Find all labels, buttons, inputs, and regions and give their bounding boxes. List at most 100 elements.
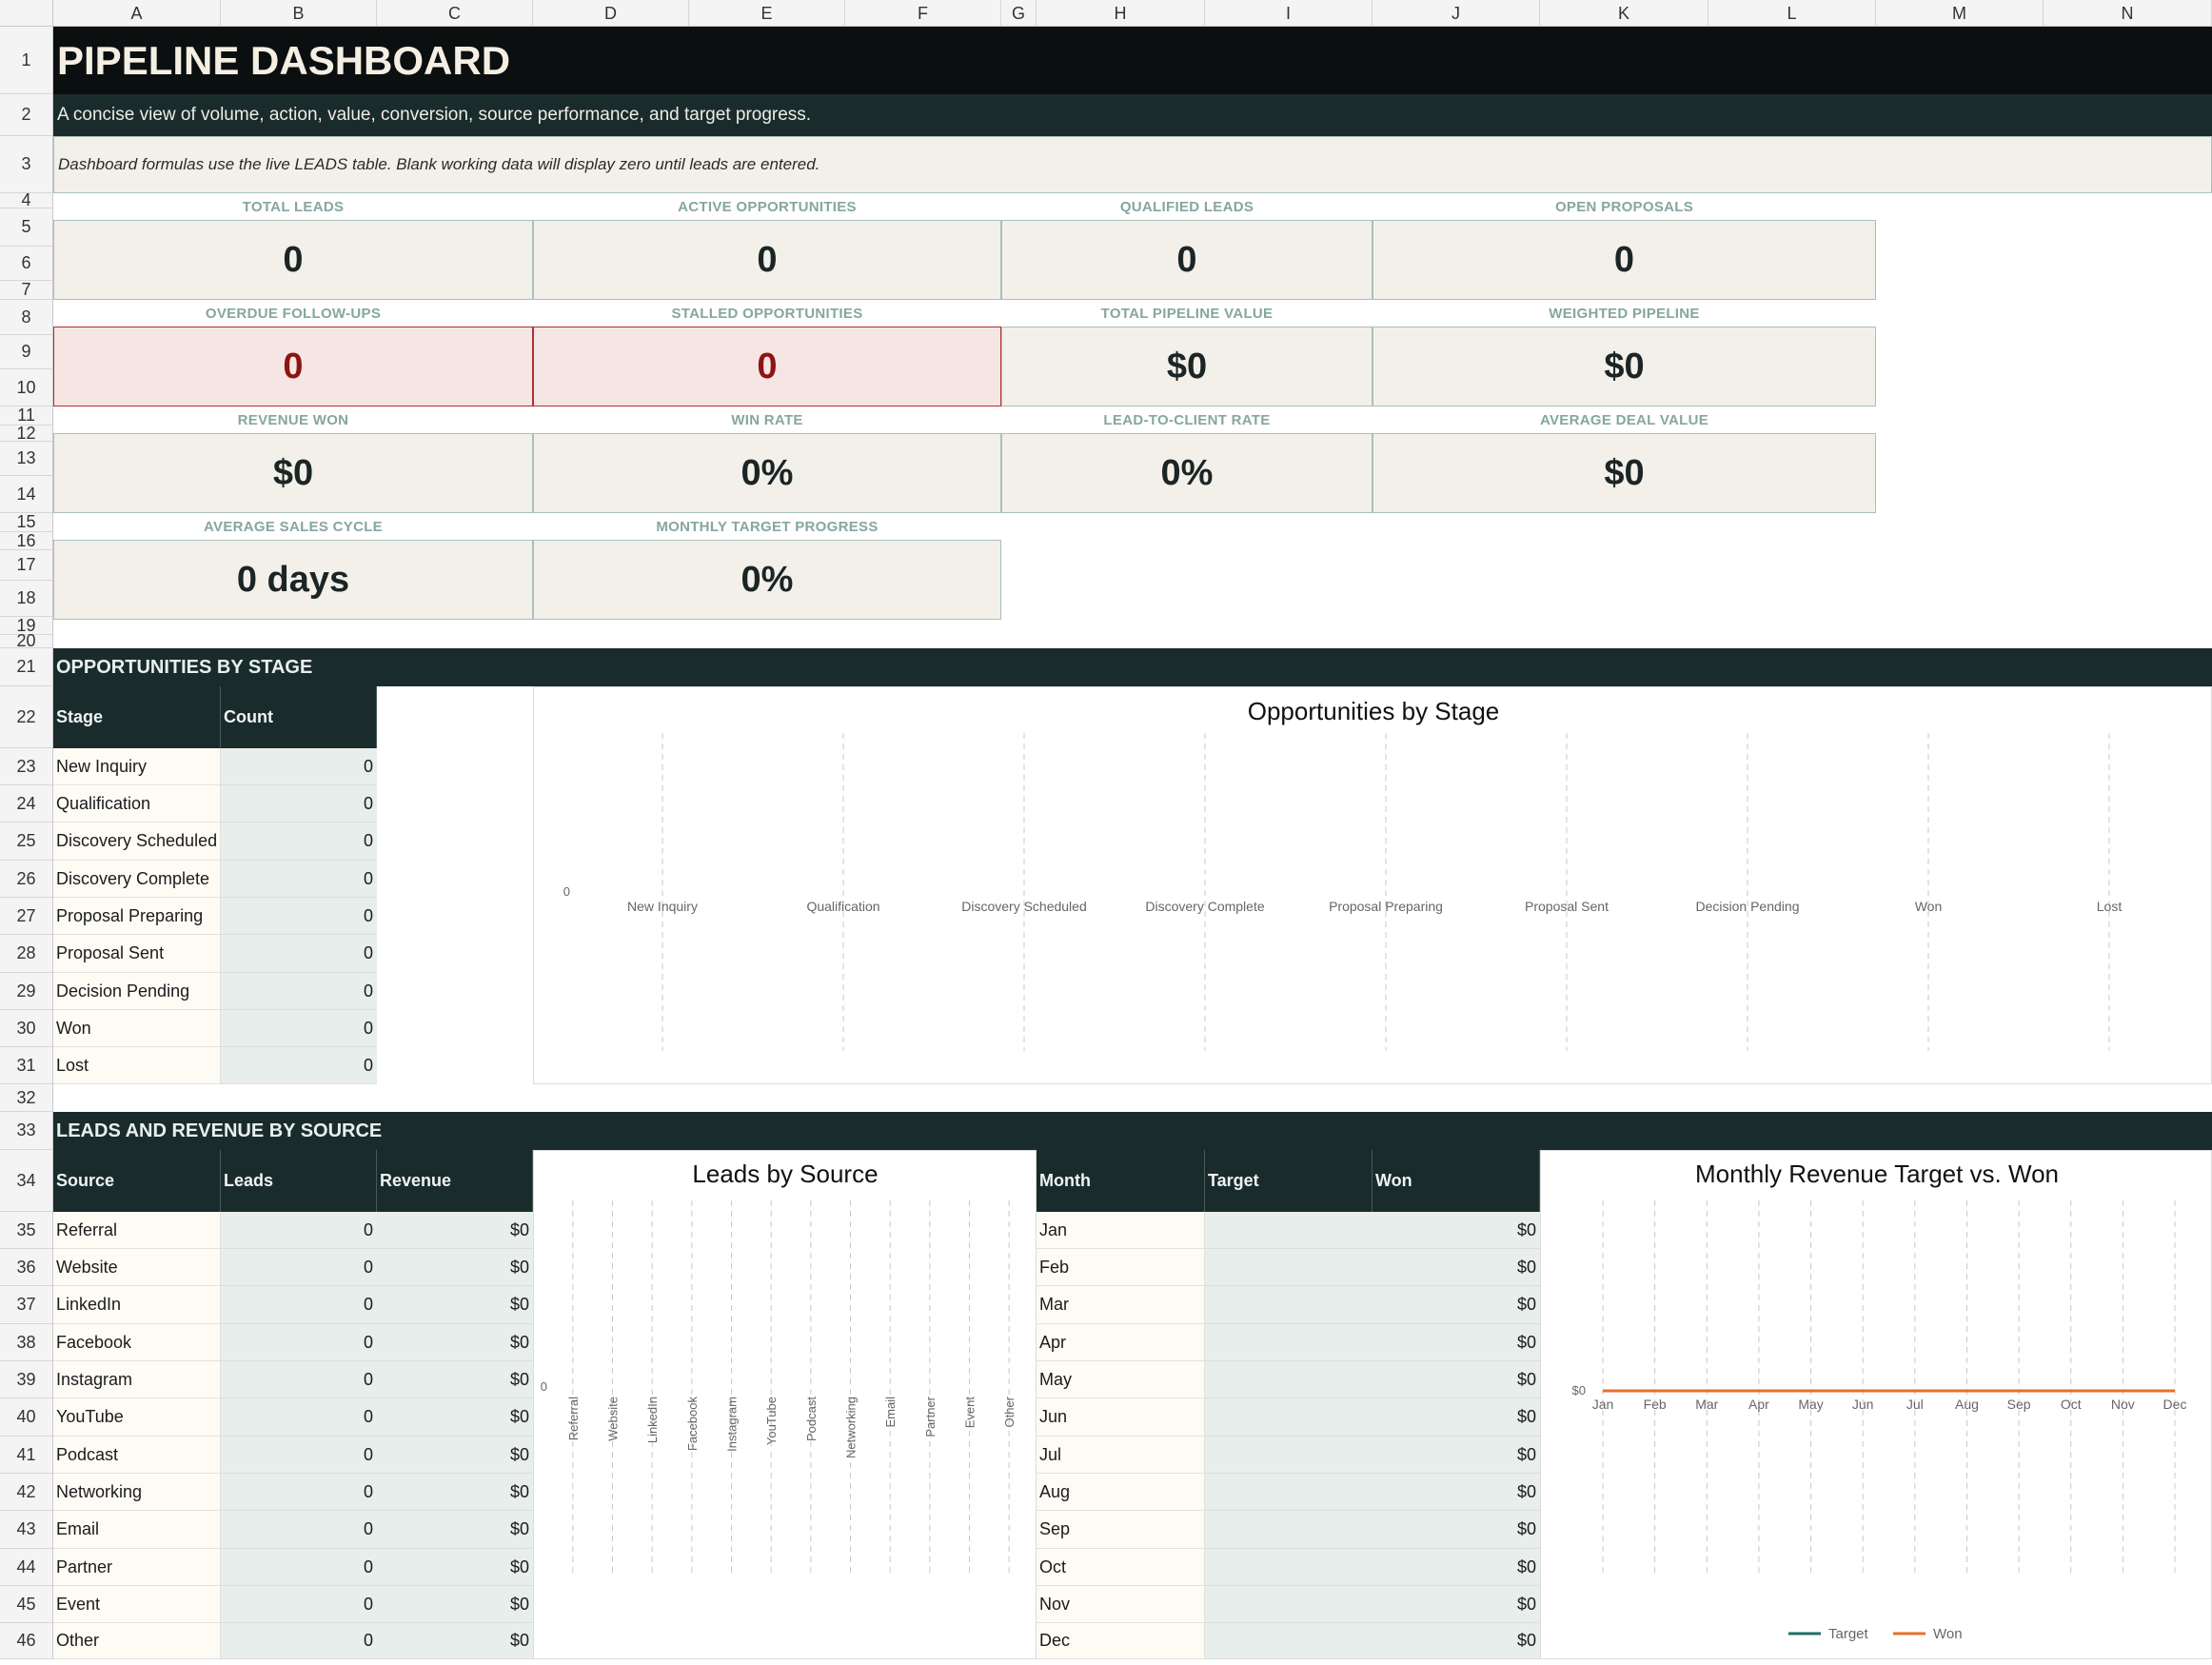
source-name-cell[interactable]: Podcast [53, 1437, 221, 1474]
stage-count-cell[interactable]: 0 [221, 748, 377, 785]
source-leads-cell[interactable]: 0 [221, 1511, 377, 1549]
source-revenue-cell[interactable]: $0 [377, 1324, 533, 1361]
stage-count-cell[interactable]: 0 [221, 861, 377, 898]
source-revenue-cell[interactable]: $0 [377, 1511, 533, 1549]
source-name-cell[interactable]: Partner [53, 1549, 221, 1586]
month-won-cell[interactable]: $0 [1373, 1212, 1540, 1249]
kpi-value-win-rate[interactable]: 0% [533, 433, 1001, 513]
source-revenue-cell[interactable]: $0 [377, 1212, 533, 1249]
stage-chart[interactable]: Opportunities by Stage 0 New Inquiry Quali… [533, 686, 2212, 1084]
stage-name-cell[interactable]: Proposal Sent [53, 935, 221, 973]
row-header-35[interactable]: 35 [0, 1212, 53, 1249]
stage-name-cell[interactable]: Proposal Preparing [53, 898, 221, 935]
row-header-45[interactable]: 45 [0, 1586, 53, 1623]
source-revenue-cell[interactable]: $0 [377, 1586, 533, 1623]
source-name-cell[interactable]: Referral [53, 1212, 221, 1249]
row-header-25[interactable]: 25 [0, 823, 53, 861]
stage-header-count[interactable]: Count [221, 686, 377, 748]
stage-name-cell[interactable]: Qualification [53, 785, 221, 823]
source-header-source[interactable]: Source [53, 1150, 221, 1212]
row-header-13[interactable]: 13 [0, 442, 53, 476]
month-name-cell[interactable]: Sep [1037, 1511, 1205, 1549]
month-won-cell[interactable]: $0 [1373, 1249, 1540, 1286]
row-header-30[interactable]: 30 [0, 1010, 53, 1047]
month-name-cell[interactable]: May [1037, 1361, 1205, 1398]
source-chart[interactable]: Leads by Source 0 Referral Website LinkedIn… [533, 1150, 1037, 1659]
column-header-k[interactable]: K [1540, 0, 1708, 27]
kpi-value-overdue-follow-ups[interactable]: 0 [53, 327, 533, 406]
month-name-cell[interactable]: Nov [1037, 1586, 1205, 1623]
kpi-value-monthly-target-progress[interactable]: 0% [533, 540, 1001, 620]
month-target-cell[interactable] [1205, 1586, 1373, 1623]
row-header-20[interactable]: 20 [0, 631, 53, 650]
select-all-corner[interactable] [0, 0, 53, 27]
month-target-cell[interactable] [1205, 1249, 1373, 1286]
source-revenue-cell[interactable]: $0 [377, 1361, 533, 1398]
month-target-cell[interactable] [1205, 1212, 1373, 1249]
row-header-40[interactable]: 40 [0, 1398, 53, 1437]
month-name-cell[interactable]: Dec [1037, 1623, 1205, 1659]
month-header-month[interactable]: Month [1037, 1150, 1205, 1212]
column-header-j[interactable]: J [1373, 0, 1540, 27]
row-header-9[interactable]: 9 [0, 335, 53, 369]
source-revenue-cell[interactable]: $0 [377, 1437, 533, 1474]
month-won-cell[interactable]: $0 [1373, 1474, 1540, 1511]
month-name-cell[interactable]: Mar [1037, 1286, 1205, 1324]
stage-count-cell[interactable]: 0 [221, 1047, 377, 1084]
stage-name-cell[interactable]: Discovery Complete [53, 861, 221, 898]
month-name-cell[interactable]: Jun [1037, 1398, 1205, 1437]
column-header-g[interactable]: G [1001, 0, 1037, 27]
source-leads-cell[interactable]: 0 [221, 1623, 377, 1659]
source-revenue-cell[interactable]: $0 [377, 1249, 533, 1286]
column-header-l[interactable]: L [1708, 0, 1876, 27]
source-revenue-cell[interactable]: $0 [377, 1549, 533, 1586]
row-header-39[interactable]: 39 [0, 1361, 53, 1398]
row-header-38[interactable]: 38 [0, 1324, 53, 1361]
month-won-cell[interactable]: $0 [1373, 1586, 1540, 1623]
month-header-target[interactable]: Target [1205, 1150, 1373, 1212]
row-header-10[interactable]: 10 [0, 369, 53, 406]
month-name-cell[interactable]: Jul [1037, 1437, 1205, 1474]
stage-count-cell[interactable]: 0 [221, 973, 377, 1010]
row-header-29[interactable]: 29 [0, 973, 53, 1010]
kpi-value-average-deal-value[interactable]: $0 [1373, 433, 1876, 513]
column-header-e[interactable]: E [689, 0, 845, 27]
row-header-3[interactable]: 3 [0, 136, 53, 193]
stage-name-cell[interactable]: Discovery Scheduled [53, 823, 221, 861]
source-leads-cell[interactable]: 0 [221, 1474, 377, 1511]
row-header-7[interactable]: 7 [0, 280, 53, 300]
stage-count-cell[interactable]: 0 [221, 935, 377, 973]
month-target-cell[interactable] [1205, 1511, 1373, 1549]
row-header-5[interactable]: 5 [0, 208, 53, 247]
row-header-23[interactable]: 23 [0, 748, 53, 785]
source-name-cell[interactable]: Facebook [53, 1324, 221, 1361]
month-target-cell[interactable] [1205, 1398, 1373, 1437]
row-header-15[interactable]: 15 [0, 512, 53, 532]
month-won-cell[interactable]: $0 [1373, 1437, 1540, 1474]
source-leads-cell[interactable]: 0 [221, 1398, 377, 1437]
row-header-37[interactable]: 37 [0, 1286, 53, 1324]
source-leads-cell[interactable]: 0 [221, 1549, 377, 1586]
row-header-4[interactable]: 4 [0, 190, 53, 209]
column-header-i[interactable]: I [1205, 0, 1373, 27]
row-header-28[interactable]: 28 [0, 935, 53, 973]
source-name-cell[interactable]: Other [53, 1623, 221, 1659]
source-revenue-cell[interactable]: $0 [377, 1286, 533, 1324]
row-header-36[interactable]: 36 [0, 1249, 53, 1286]
month-name-cell[interactable]: Oct [1037, 1549, 1205, 1586]
month-won-cell[interactable]: $0 [1373, 1286, 1540, 1324]
row-header-43[interactable]: 43 [0, 1511, 53, 1549]
row-header-42[interactable]: 42 [0, 1474, 53, 1511]
row-header-24[interactable]: 24 [0, 785, 53, 823]
month-target-cell[interactable] [1205, 1549, 1373, 1586]
kpi-value-average-sales-cycle[interactable]: 0 days [53, 540, 533, 620]
row-header-11[interactable]: 11 [0, 406, 53, 426]
stage-count-cell[interactable]: 0 [221, 785, 377, 823]
source-name-cell[interactable]: Website [53, 1249, 221, 1286]
source-name-cell[interactable]: Email [53, 1511, 221, 1549]
row-header-19[interactable]: 19 [0, 616, 53, 635]
month-target-cell[interactable] [1205, 1474, 1373, 1511]
month-won-cell[interactable]: $0 [1373, 1324, 1540, 1361]
month-won-cell[interactable]: $0 [1373, 1361, 1540, 1398]
row-header-32[interactable]: 32 [0, 1084, 53, 1112]
